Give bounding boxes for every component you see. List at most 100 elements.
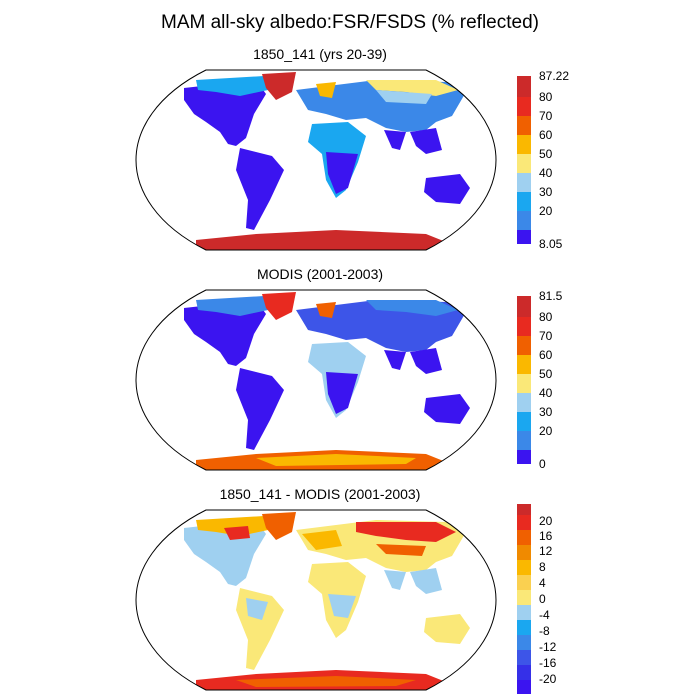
australia-region — [424, 174, 470, 204]
cbar-swatch — [517, 173, 531, 192]
europe-anomaly-region — [302, 530, 342, 550]
scandinavia-region — [316, 302, 336, 318]
cbar-swatch — [517, 374, 531, 393]
cbar-label: 20 — [539, 424, 553, 438]
cbar-label: -8 — [539, 624, 550, 638]
south-america-region — [236, 368, 284, 450]
cbar-label: 80 — [539, 310, 553, 324]
central-africa-region — [326, 372, 358, 414]
cbar-label: 60 — [539, 348, 553, 362]
south-america-region — [236, 148, 284, 230]
cbar-swatch — [517, 116, 531, 135]
se-asia-region — [410, 568, 442, 594]
hudson-anomaly-region — [224, 526, 250, 540]
cbar-swatch — [517, 412, 531, 431]
cbar-label: 4 — [539, 576, 546, 590]
australia-region — [424, 614, 470, 644]
cbar-swatch — [517, 317, 531, 336]
south-asia-region — [384, 350, 406, 370]
australia-region — [424, 394, 470, 424]
cbar-label: 20 — [539, 514, 553, 528]
siberia-region — [366, 300, 458, 316]
cbar-label: 30 — [539, 185, 553, 199]
se-asia-region — [410, 348, 442, 374]
cbar-swatch — [517, 76, 531, 97]
cbar-label: -20 — [539, 672, 557, 686]
greenland-region — [262, 292, 296, 320]
amazon-anomaly-region — [246, 598, 268, 620]
cbar-label: 0 — [539, 457, 546, 471]
cbar-swatch — [517, 560, 531, 575]
north-america-region — [184, 300, 266, 366]
cbar-label: 8 — [539, 560, 546, 574]
cbar-swatch — [517, 336, 531, 355]
cbar-label: 30 — [539, 405, 553, 419]
panel-1-title: 1850_141 (yrs 20-39) — [253, 46, 387, 62]
cbar-swatch — [517, 97, 531, 116]
cbar-swatch — [517, 515, 531, 530]
figure-title: MAM all-sky albedo:FSR/FSDS (% reflected… — [161, 12, 539, 33]
cbar-label: 81.5 — [539, 289, 563, 303]
cbar-swatch — [517, 530, 531, 545]
cbar-swatch — [517, 135, 531, 154]
cbar-label: 80 — [539, 90, 553, 104]
cbar-label: 20 — [539, 204, 553, 218]
cbar-label: 16 — [539, 529, 553, 543]
cbar-label: 12 — [539, 544, 553, 558]
cbar-label: 0 — [539, 592, 546, 606]
cbar-swatch — [517, 296, 531, 317]
cbar-swatch — [517, 154, 531, 173]
cbar-label: -4 — [539, 608, 550, 622]
siberia-anomaly-region — [356, 522, 456, 542]
cbar-label: -16 — [539, 656, 557, 670]
siberia-snow-region-2 — [376, 90, 432, 104]
south-asia-region — [384, 130, 406, 150]
cbar-label: 50 — [539, 147, 553, 161]
cbar-swatch — [517, 665, 531, 680]
cbar-label: 40 — [539, 166, 553, 180]
greenland-region — [262, 72, 296, 100]
panel-3-title: 1850_141 - MODIS (2001-2003) — [219, 486, 421, 502]
panel-2-map — [135, 289, 497, 471]
greenland-region — [262, 512, 296, 540]
cbar-label: 70 — [539, 109, 553, 123]
panel-1-map — [135, 69, 497, 251]
cbar-swatch — [517, 635, 531, 650]
antarctica-highlands-region — [256, 454, 416, 466]
cbar-swatch — [517, 230, 531, 244]
cbar-swatch — [517, 680, 531, 694]
cbar-label: 40 — [539, 386, 553, 400]
central-africa-region — [326, 152, 358, 194]
cbar-label: 70 — [539, 329, 553, 343]
cbar-swatch — [517, 211, 531, 230]
cbar-label: 60 — [539, 128, 553, 142]
central-asia-anomaly-region — [376, 544, 426, 556]
cbar-swatch — [517, 575, 531, 590]
panel-3-map — [135, 509, 497, 691]
south-america-region — [236, 588, 284, 670]
arctic-canada-region — [196, 76, 268, 96]
cbar-swatch — [517, 545, 531, 560]
arctic-canada-region — [196, 296, 268, 316]
scandinavia-region — [316, 82, 336, 98]
cbar-swatch — [517, 650, 531, 665]
cbar-swatch — [517, 192, 531, 211]
cbar-swatch — [517, 605, 531, 620]
cbar-swatch — [517, 355, 531, 374]
north-america-region — [184, 80, 266, 146]
cbar-swatch — [517, 504, 531, 515]
se-asia-region — [410, 128, 442, 154]
antarctica-anomaly-region — [236, 676, 416, 687]
cbar-swatch — [517, 450, 531, 464]
cbar-label: 87.22 — [539, 69, 570, 83]
cbar-label: 50 — [539, 367, 553, 381]
cbar-swatch — [517, 620, 531, 635]
cbar-label: -12 — [539, 640, 557, 654]
central-africa-anomaly-region — [328, 594, 356, 618]
canada-anomaly-region — [196, 516, 268, 536]
panel-2-title: MODIS (2001-2003) — [256, 266, 384, 282]
south-asia-region — [384, 570, 406, 590]
cbar-swatch — [517, 431, 531, 450]
antarctica-region — [196, 230, 446, 250]
cbar-swatch — [517, 393, 531, 412]
